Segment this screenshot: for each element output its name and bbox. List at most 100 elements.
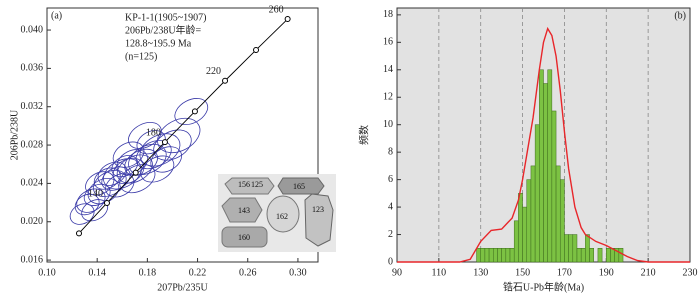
error-ellipse bbox=[174, 98, 209, 125]
bar bbox=[580, 248, 586, 263]
bar bbox=[555, 165, 561, 263]
age-marker bbox=[191, 108, 198, 115]
age-marker bbox=[103, 199, 110, 206]
age-marker bbox=[284, 16, 291, 23]
annotation: 128.8~195.9 Ma bbox=[125, 38, 192, 49]
y-tick-label: 18 bbox=[383, 9, 393, 20]
zircon bbox=[221, 226, 268, 248]
bar bbox=[484, 248, 490, 263]
bar bbox=[597, 248, 603, 263]
bar bbox=[551, 110, 557, 263]
bar bbox=[564, 234, 569, 263]
y-tick-label: 0.036 bbox=[21, 63, 44, 74]
zircon-inset: 156 125 165 143 162 160 123 bbox=[218, 174, 336, 252]
y-tick-label: 0.020 bbox=[21, 216, 44, 227]
x-tick-label: 150 bbox=[515, 267, 530, 278]
bar bbox=[509, 248, 515, 263]
inset-label: 143 bbox=[238, 206, 250, 215]
age-marker bbox=[161, 139, 168, 146]
y-tick-label: 14 bbox=[383, 64, 393, 75]
density-curve bbox=[397, 26, 690, 263]
error-ellipse bbox=[139, 133, 181, 167]
x-tick-label: 0.30 bbox=[289, 267, 307, 278]
y-tick-label: 0.040 bbox=[21, 24, 44, 35]
bar bbox=[585, 234, 590, 263]
bar bbox=[534, 124, 540, 263]
x-tick-label: 110 bbox=[432, 267, 447, 278]
y-axis-label: 频数 bbox=[357, 125, 370, 145]
x-axis-label: 207Pb/235U bbox=[157, 282, 208, 293]
x-tick-label: 0.18 bbox=[139, 267, 157, 278]
age-label: 180 bbox=[146, 127, 161, 138]
bar bbox=[501, 248, 507, 263]
age-label: 220 bbox=[206, 66, 221, 77]
panel-label: (a) bbox=[51, 10, 62, 21]
error-ellipse bbox=[105, 173, 135, 198]
x-axis-label: 锆石U-Pb年龄(Ma) bbox=[503, 280, 584, 293]
x-tick-label: 190 bbox=[599, 267, 614, 278]
inset-label: 165 bbox=[293, 182, 305, 191]
panel-label: (b) bbox=[674, 10, 686, 21]
age-marker bbox=[132, 169, 139, 176]
zircon bbox=[266, 195, 300, 233]
bar bbox=[547, 69, 553, 263]
zircon bbox=[224, 177, 275, 195]
error-ellipse bbox=[128, 121, 162, 149]
x-tick-label: 0.22 bbox=[189, 267, 207, 278]
error-ellipse bbox=[69, 203, 95, 225]
annotation: KP-1-1(1905~1907) bbox=[125, 12, 207, 23]
x-tick-label: 230 bbox=[683, 267, 698, 278]
bar bbox=[530, 165, 536, 263]
y-tick-label: 0.028 bbox=[21, 139, 44, 150]
x-tick-label: 170 bbox=[557, 267, 572, 278]
inset-label: 162 bbox=[276, 212, 288, 221]
y-tick-label: 2 bbox=[388, 229, 393, 240]
bar bbox=[505, 248, 511, 263]
inset-label: 156 bbox=[238, 180, 250, 189]
bar bbox=[497, 248, 502, 263]
annotation: (n=125) bbox=[125, 51, 157, 62]
bar bbox=[526, 179, 532, 263]
bar bbox=[476, 248, 481, 263]
bar bbox=[480, 248, 486, 263]
bar bbox=[518, 193, 523, 263]
bar bbox=[606, 248, 611, 263]
bar bbox=[513, 220, 519, 263]
bar bbox=[539, 69, 544, 263]
y-tick-label: 12 bbox=[383, 92, 393, 103]
y-tick-label: 0.024 bbox=[21, 178, 44, 189]
y-tick-label: 0 bbox=[388, 256, 393, 267]
zircon bbox=[277, 177, 325, 195]
error-ellipse bbox=[124, 148, 158, 176]
error-ellipse bbox=[85, 171, 115, 196]
bar bbox=[568, 234, 574, 263]
error-ellipse bbox=[157, 117, 201, 154]
x-tick-label: 0.10 bbox=[38, 267, 56, 278]
annotation: 206Pb/238U年龄= bbox=[125, 23, 202, 36]
inset-label: 160 bbox=[238, 233, 250, 242]
error-ellipse bbox=[140, 155, 175, 183]
bar bbox=[576, 248, 582, 263]
y-tick-label: 8 bbox=[388, 146, 393, 157]
x-tick-label: 90 bbox=[392, 267, 402, 278]
inset-label: 125 bbox=[251, 180, 263, 189]
y-tick-label: 4 bbox=[388, 201, 393, 212]
age-marker bbox=[222, 77, 229, 84]
bar bbox=[589, 248, 594, 263]
x-tick-label: 130 bbox=[473, 267, 488, 278]
bar bbox=[559, 179, 565, 263]
bar bbox=[522, 206, 528, 263]
y-tick-label: 6 bbox=[388, 174, 393, 185]
x-tick-label: 0.14 bbox=[88, 267, 106, 278]
bar bbox=[572, 234, 578, 263]
age-marker bbox=[253, 46, 260, 53]
inset-label: 123 bbox=[312, 205, 324, 214]
age-marker bbox=[75, 230, 82, 237]
y-axis-label: 206Pb/238U bbox=[9, 109, 20, 160]
bar bbox=[493, 248, 498, 263]
error-ellipse bbox=[112, 141, 145, 168]
x-tick-label: 210 bbox=[641, 267, 656, 278]
y-tick-label: 10 bbox=[383, 119, 393, 130]
age-label: 140 bbox=[88, 188, 103, 199]
